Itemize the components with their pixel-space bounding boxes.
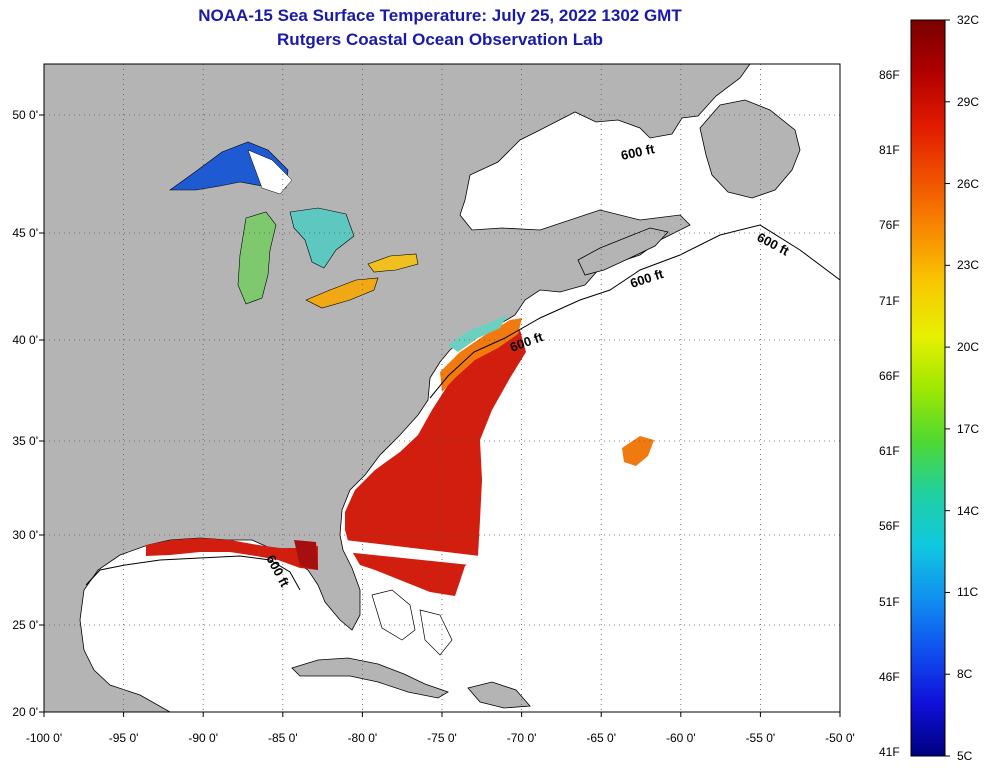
colorbar-fahrenheit-label: 41F: [879, 745, 900, 759]
colorbar-celsius-label: 20C: [957, 340, 980, 355]
colorbar-fahrenheit-label: 61F: [879, 444, 900, 459]
land-cuba: [291, 657, 449, 699]
lake-michigan: [237, 211, 277, 305]
latitude-label: 30 0': [12, 528, 38, 542]
colorbar-celsius-label: 29C: [957, 94, 980, 109]
sst-offshore-patch: [622, 436, 654, 466]
sst-gulf-of-mexico: [146, 538, 318, 570]
sst-mid-atlantic-orange: [440, 318, 522, 392]
sst-gulfstream-swath: [345, 330, 526, 596]
land-newfoundland: [699, 99, 801, 199]
latitude-labels: 50 0' 45 0' 40 0' 35 0' 30 0' 25 0' 20 0': [12, 108, 44, 719]
latitude-label: 45 0': [12, 226, 38, 240]
colorbar: [910, 19, 946, 757]
colorbar-fahrenheit-label: 71F: [879, 293, 900, 308]
graticule: [44, 64, 840, 712]
lake-erie: [305, 277, 379, 309]
colorbar-celsius-label: 23C: [957, 258, 980, 273]
map-title: NOAA-15 Sea Surface Temperature: July 25…: [198, 6, 682, 25]
colorbar-fahrenheit-label: 86F: [879, 68, 900, 82]
colorbar-celsius-label: 17C: [957, 421, 980, 436]
isobath-label-labrador: 600 ft: [620, 141, 657, 163]
colorbar-celsius-label: 26C: [957, 176, 980, 191]
longitude-label: -70 0': [507, 731, 537, 745]
colorbar-fahrenheit-label: 76F: [879, 218, 900, 233]
lake-superior-east: [247, 149, 293, 195]
colorbar-celsius-label: 14C: [957, 503, 980, 518]
latitude-label: 20 0': [12, 705, 38, 719]
latitude-label: 50 0': [12, 108, 38, 122]
map-subtitle: Rutgers Coastal Ocean Observation Lab: [277, 30, 603, 49]
latitude-label: 25 0': [12, 618, 38, 632]
sst-gulf-hot-spot: [294, 540, 318, 570]
colorbar-celsius-label: 8C: [957, 667, 973, 682]
colorbar-celsius-label: 5C: [957, 749, 973, 763]
longitude-label: -90 0': [188, 731, 218, 745]
lake-ontario: [367, 253, 419, 273]
land-nova-scotia: [577, 227, 669, 276]
colorbar-fahrenheit-label: 46F: [879, 669, 900, 684]
colorbar-fahrenheit-label: 66F: [879, 368, 900, 383]
land-hispaniola: [467, 681, 531, 709]
colorbar-fahrenheit-label: 56F: [879, 519, 900, 534]
colorbar-fahrenheit-label: 81F: [879, 143, 900, 158]
longitude-label: -80 0': [348, 731, 378, 745]
sst-data-gap: [345, 540, 480, 566]
longitude-label: -50 0': [825, 731, 855, 745]
colorbar-ticks: [945, 19, 950, 757]
lake-huron: [289, 207, 355, 269]
longitude-label: -65 0': [586, 731, 616, 745]
longitude-label: -85 0': [268, 731, 298, 745]
colorbar-fahrenheit-label: 51F: [879, 594, 900, 609]
bahamas-shoals: [371, 589, 453, 656]
longitude-label: -55 0': [746, 731, 776, 745]
longitude-label: -100 0': [26, 731, 62, 745]
longitude-label: -60 0': [666, 731, 696, 745]
longitude-labels: -100 0' -95 0' -90 0' -85 0' -80 0' -75 0' -70…: [26, 712, 855, 745]
latitude-label: 35 0': [12, 434, 38, 448]
latitude-label: 40 0': [12, 333, 38, 347]
land-north-america: [44, 64, 751, 712]
longitude-label: -75 0': [427, 731, 457, 745]
longitude-label: -95 0': [109, 731, 139, 745]
colorbar-celsius-label: 11C: [957, 585, 979, 600]
isobath-600ft-gulf: [85, 555, 301, 591]
colorbar-celsius-label: 32C: [957, 13, 980, 27]
sst-nearshore-mixed: [448, 314, 508, 352]
